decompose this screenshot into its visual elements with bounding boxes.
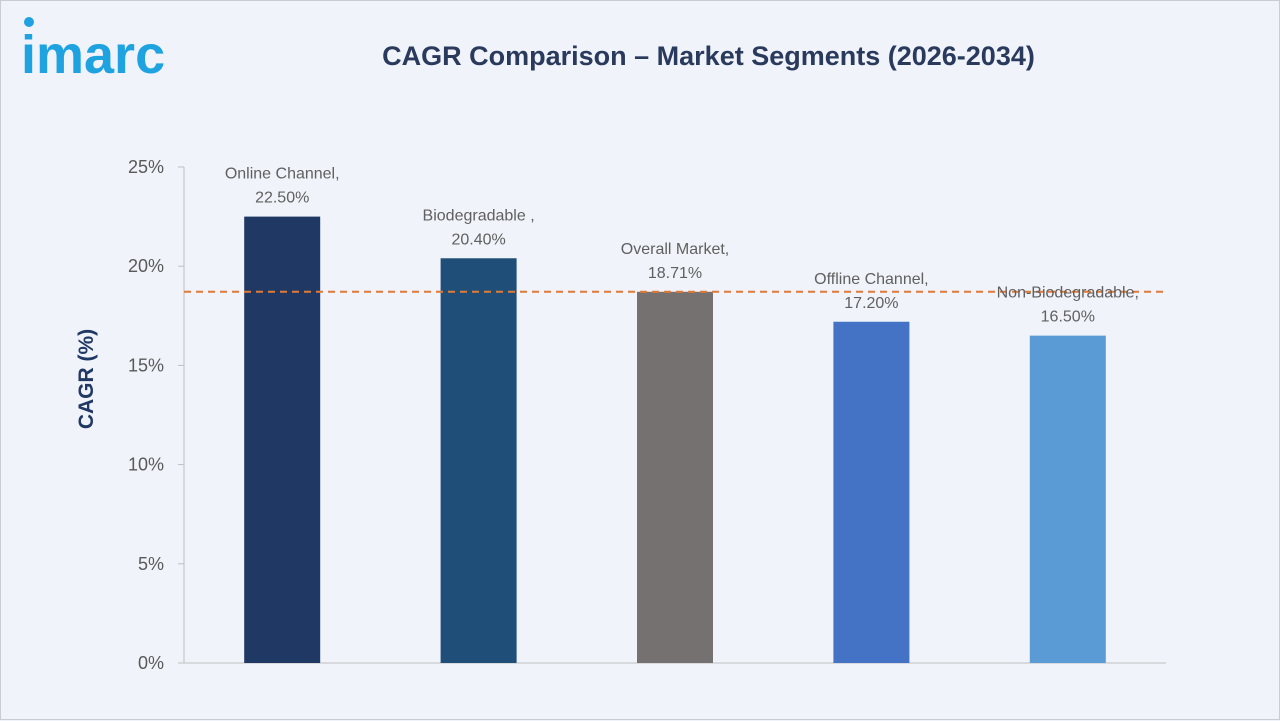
- logo-text: imarc: [21, 25, 165, 81]
- chart-title: CAGR Comparison – Market Segments (2026-…: [382, 41, 1035, 71]
- bar: [1029, 335, 1106, 663]
- imarc-logo: imarc: [21, 17, 165, 81]
- data-label: Online Channel,: [225, 166, 340, 183]
- bar: [833, 321, 910, 663]
- bar: [244, 216, 321, 663]
- y-tick-label: 5%: [138, 554, 164, 574]
- logo-dot: [24, 17, 34, 27]
- bar: [440, 258, 517, 663]
- y-axis: 0% 5% 10% 15% 20% 25%: [128, 157, 185, 673]
- data-label: Offline Channel,: [814, 271, 928, 288]
- bars: [244, 216, 1106, 663]
- data-label: 18.71%: [648, 265, 702, 282]
- y-tick-label: 15%: [128, 355, 164, 375]
- y-tick-label: 10%: [128, 455, 164, 475]
- y-tick-label: 25%: [128, 157, 164, 177]
- data-label: 16.50%: [1041, 309, 1095, 326]
- bar: [637, 291, 713, 663]
- data-label: 17.20%: [844, 295, 898, 312]
- data-label: Overall Market,: [621, 241, 729, 258]
- data-label: 22.50%: [255, 190, 309, 207]
- data-labels: Online Channel, 22.50% Biodegradable , 20.4…: [225, 166, 1139, 326]
- data-label: Biodegradable ,: [423, 207, 535, 224]
- data-label: Non-Biodegradable,: [997, 285, 1139, 302]
- y-tick-label: 0%: [138, 653, 164, 673]
- data-label: 20.40%: [451, 231, 505, 248]
- y-tick-label: 20%: [128, 256, 164, 276]
- y-axis-label: CAGR (%): [75, 329, 98, 429]
